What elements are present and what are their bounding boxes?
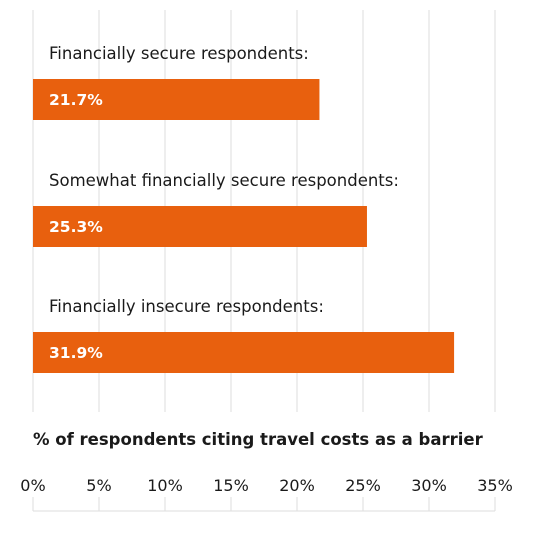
bar-1: [33, 79, 320, 120]
x-tick-label-3: 15%: [213, 476, 249, 495]
value-label-1: 21.7%: [49, 91, 103, 109]
x-tick-label-2: 10%: [147, 476, 183, 495]
x-tick-label-1: 5%: [86, 476, 111, 495]
x-tick-label-5: 25%: [345, 476, 381, 495]
x-tick-label-0: 0%: [20, 476, 45, 495]
category-labels: Financially secure respondents: Somewhat …: [49, 44, 399, 316]
x-tick-labels: 0% 5% 10% 15% 20% 25% 30% 35%: [20, 476, 512, 495]
bar-2: [33, 206, 367, 247]
x-axis-title: % of respondents citing travel costs as …: [33, 430, 484, 449]
x-tick-label-6: 30%: [411, 476, 447, 495]
bars: [33, 79, 455, 373]
value-label-3: 31.9%: [49, 344, 103, 362]
category-label-1: Financially secure respondents:: [49, 44, 309, 63]
value-labels: 21.7% 25.3% 31.9%: [49, 91, 103, 362]
value-label-2: 25.3%: [49, 218, 103, 236]
bar-3: [33, 332, 455, 373]
category-label-2: Somewhat financially secure respondents:: [49, 171, 399, 190]
x-tick-label-7: 35%: [477, 476, 513, 495]
x-tick-label-4: 20%: [279, 476, 315, 495]
category-label-3: Financially insecure respondents:: [49, 297, 324, 316]
